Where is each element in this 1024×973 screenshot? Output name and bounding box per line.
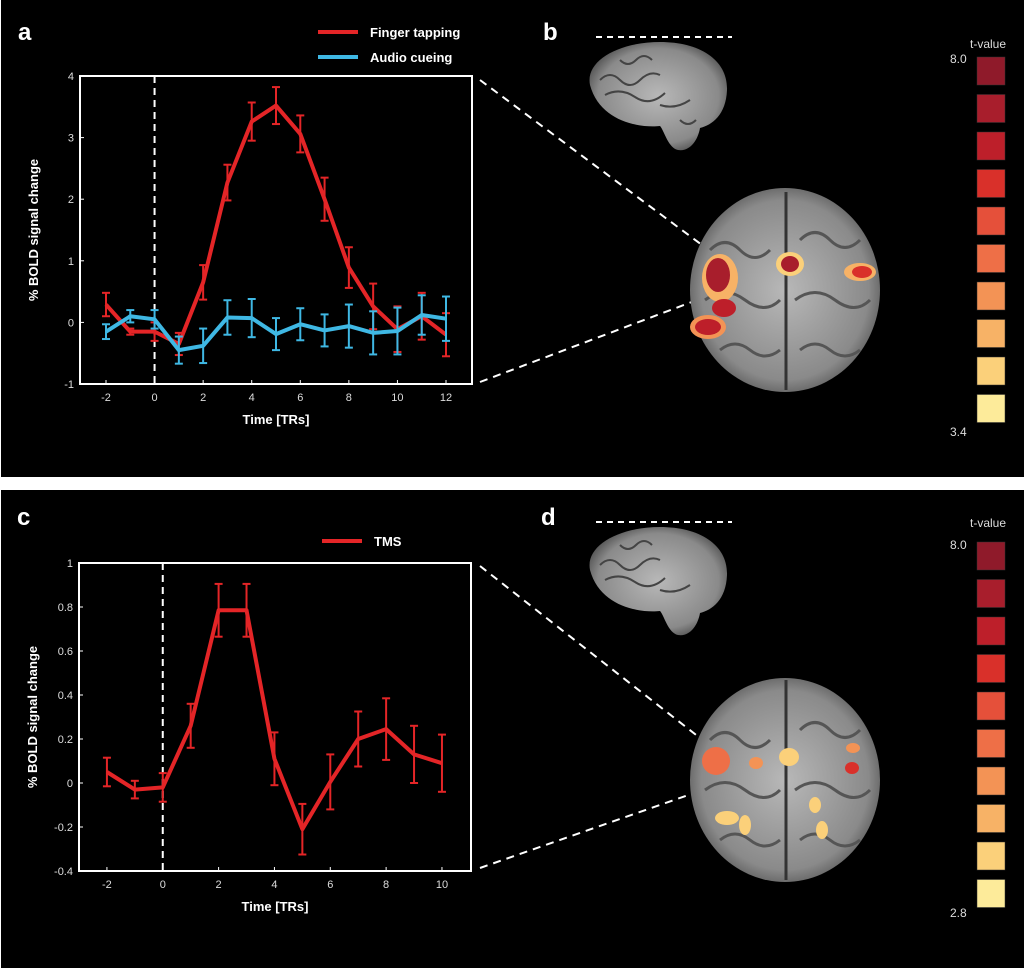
bottom-panel-background	[1, 490, 1024, 968]
y-tick-label: -0.4	[54, 866, 73, 878]
y-axis-label: % BOLD signal change	[25, 646, 40, 788]
colorbar-title-d: t-value	[970, 516, 1006, 530]
colorbar-swatch	[977, 542, 1005, 570]
y-tick-label: 0.8	[58, 602, 73, 614]
y-axis-label: % BOLD signal change	[26, 159, 41, 301]
colorbar-swatch	[977, 805, 1005, 833]
x-tick-label: -2	[102, 879, 112, 891]
colorbar-swatch	[977, 842, 1005, 870]
colorbar-min-label-d: 2.8	[950, 906, 967, 920]
y-tick-label: 0.6	[58, 646, 73, 658]
x-axis-label: Time [TRs]	[242, 899, 309, 914]
x-tick-label: 2	[216, 879, 222, 891]
x-tick-label: 10	[436, 879, 448, 891]
x-tick-label: 0	[160, 879, 166, 891]
colorbar-swatch	[977, 580, 1005, 608]
x-tick-label: -2	[101, 392, 111, 404]
x-tick-label: 8	[346, 392, 352, 404]
colorbar-swatch	[977, 357, 1005, 385]
colorbar-min-label-b: 3.4	[950, 425, 967, 439]
colorbar-swatch	[977, 880, 1005, 908]
axial-brain-image-b	[690, 188, 880, 392]
y-tick-label: -0.2	[54, 822, 73, 834]
y-tick-label: 4	[68, 71, 74, 83]
colorbar-swatch	[977, 655, 1005, 683]
y-tick-label: 0	[67, 778, 73, 790]
panel-letter-c: c	[17, 504, 30, 531]
x-tick-label: 4	[271, 879, 277, 891]
colorbar-swatch	[977, 57, 1005, 85]
legend-label: Audio cueing	[370, 50, 452, 65]
panel-letter-d: d	[541, 504, 556, 531]
y-tick-label: 0.4	[58, 690, 73, 702]
y-tick-label: 2	[68, 194, 74, 206]
legend-label: TMS	[374, 534, 402, 549]
x-tick-label: 6	[297, 392, 303, 404]
axial-brain-image-d	[690, 678, 880, 882]
y-tick-label: -1	[64, 379, 74, 391]
colorbar-swatch	[977, 692, 1005, 720]
x-tick-label: 6	[327, 879, 333, 891]
y-tick-label: 0.2	[58, 734, 73, 746]
y-tick-label: 3	[68, 133, 74, 145]
panel-letter-a: a	[18, 19, 32, 46]
x-tick-label: 10	[391, 392, 403, 404]
legend-label: Finger tapping	[370, 25, 460, 40]
x-tick-label: 4	[249, 392, 255, 404]
colorbar-swatch	[977, 767, 1005, 795]
y-tick-label: 1	[68, 256, 74, 268]
colorbar-swatch	[977, 730, 1005, 758]
x-axis-label: Time [TRs]	[243, 412, 310, 427]
colorbar-max-label-b: 8.0	[950, 52, 967, 66]
colorbar-swatch	[977, 132, 1005, 160]
x-tick-label: 12	[440, 392, 452, 404]
x-tick-label: 2	[200, 392, 206, 404]
colorbar-swatch	[977, 320, 1005, 348]
y-tick-label: 0	[68, 317, 74, 329]
x-tick-label: 0	[152, 392, 158, 404]
colorbar-title-b: t-value	[970, 37, 1006, 51]
x-tick-label: 8	[383, 879, 389, 891]
y-tick-label: 1	[67, 558, 73, 570]
panel-letter-b: b	[543, 19, 558, 46]
colorbar-swatch	[977, 245, 1005, 273]
colorbar-max-label-d: 8.0	[950, 538, 967, 552]
colorbar-swatch	[977, 617, 1005, 645]
colorbar-swatch	[977, 170, 1005, 198]
colorbar-swatch	[977, 282, 1005, 310]
colorbar-swatch	[977, 95, 1005, 123]
colorbar-swatch	[977, 207, 1005, 235]
colorbar-swatch	[977, 395, 1005, 423]
